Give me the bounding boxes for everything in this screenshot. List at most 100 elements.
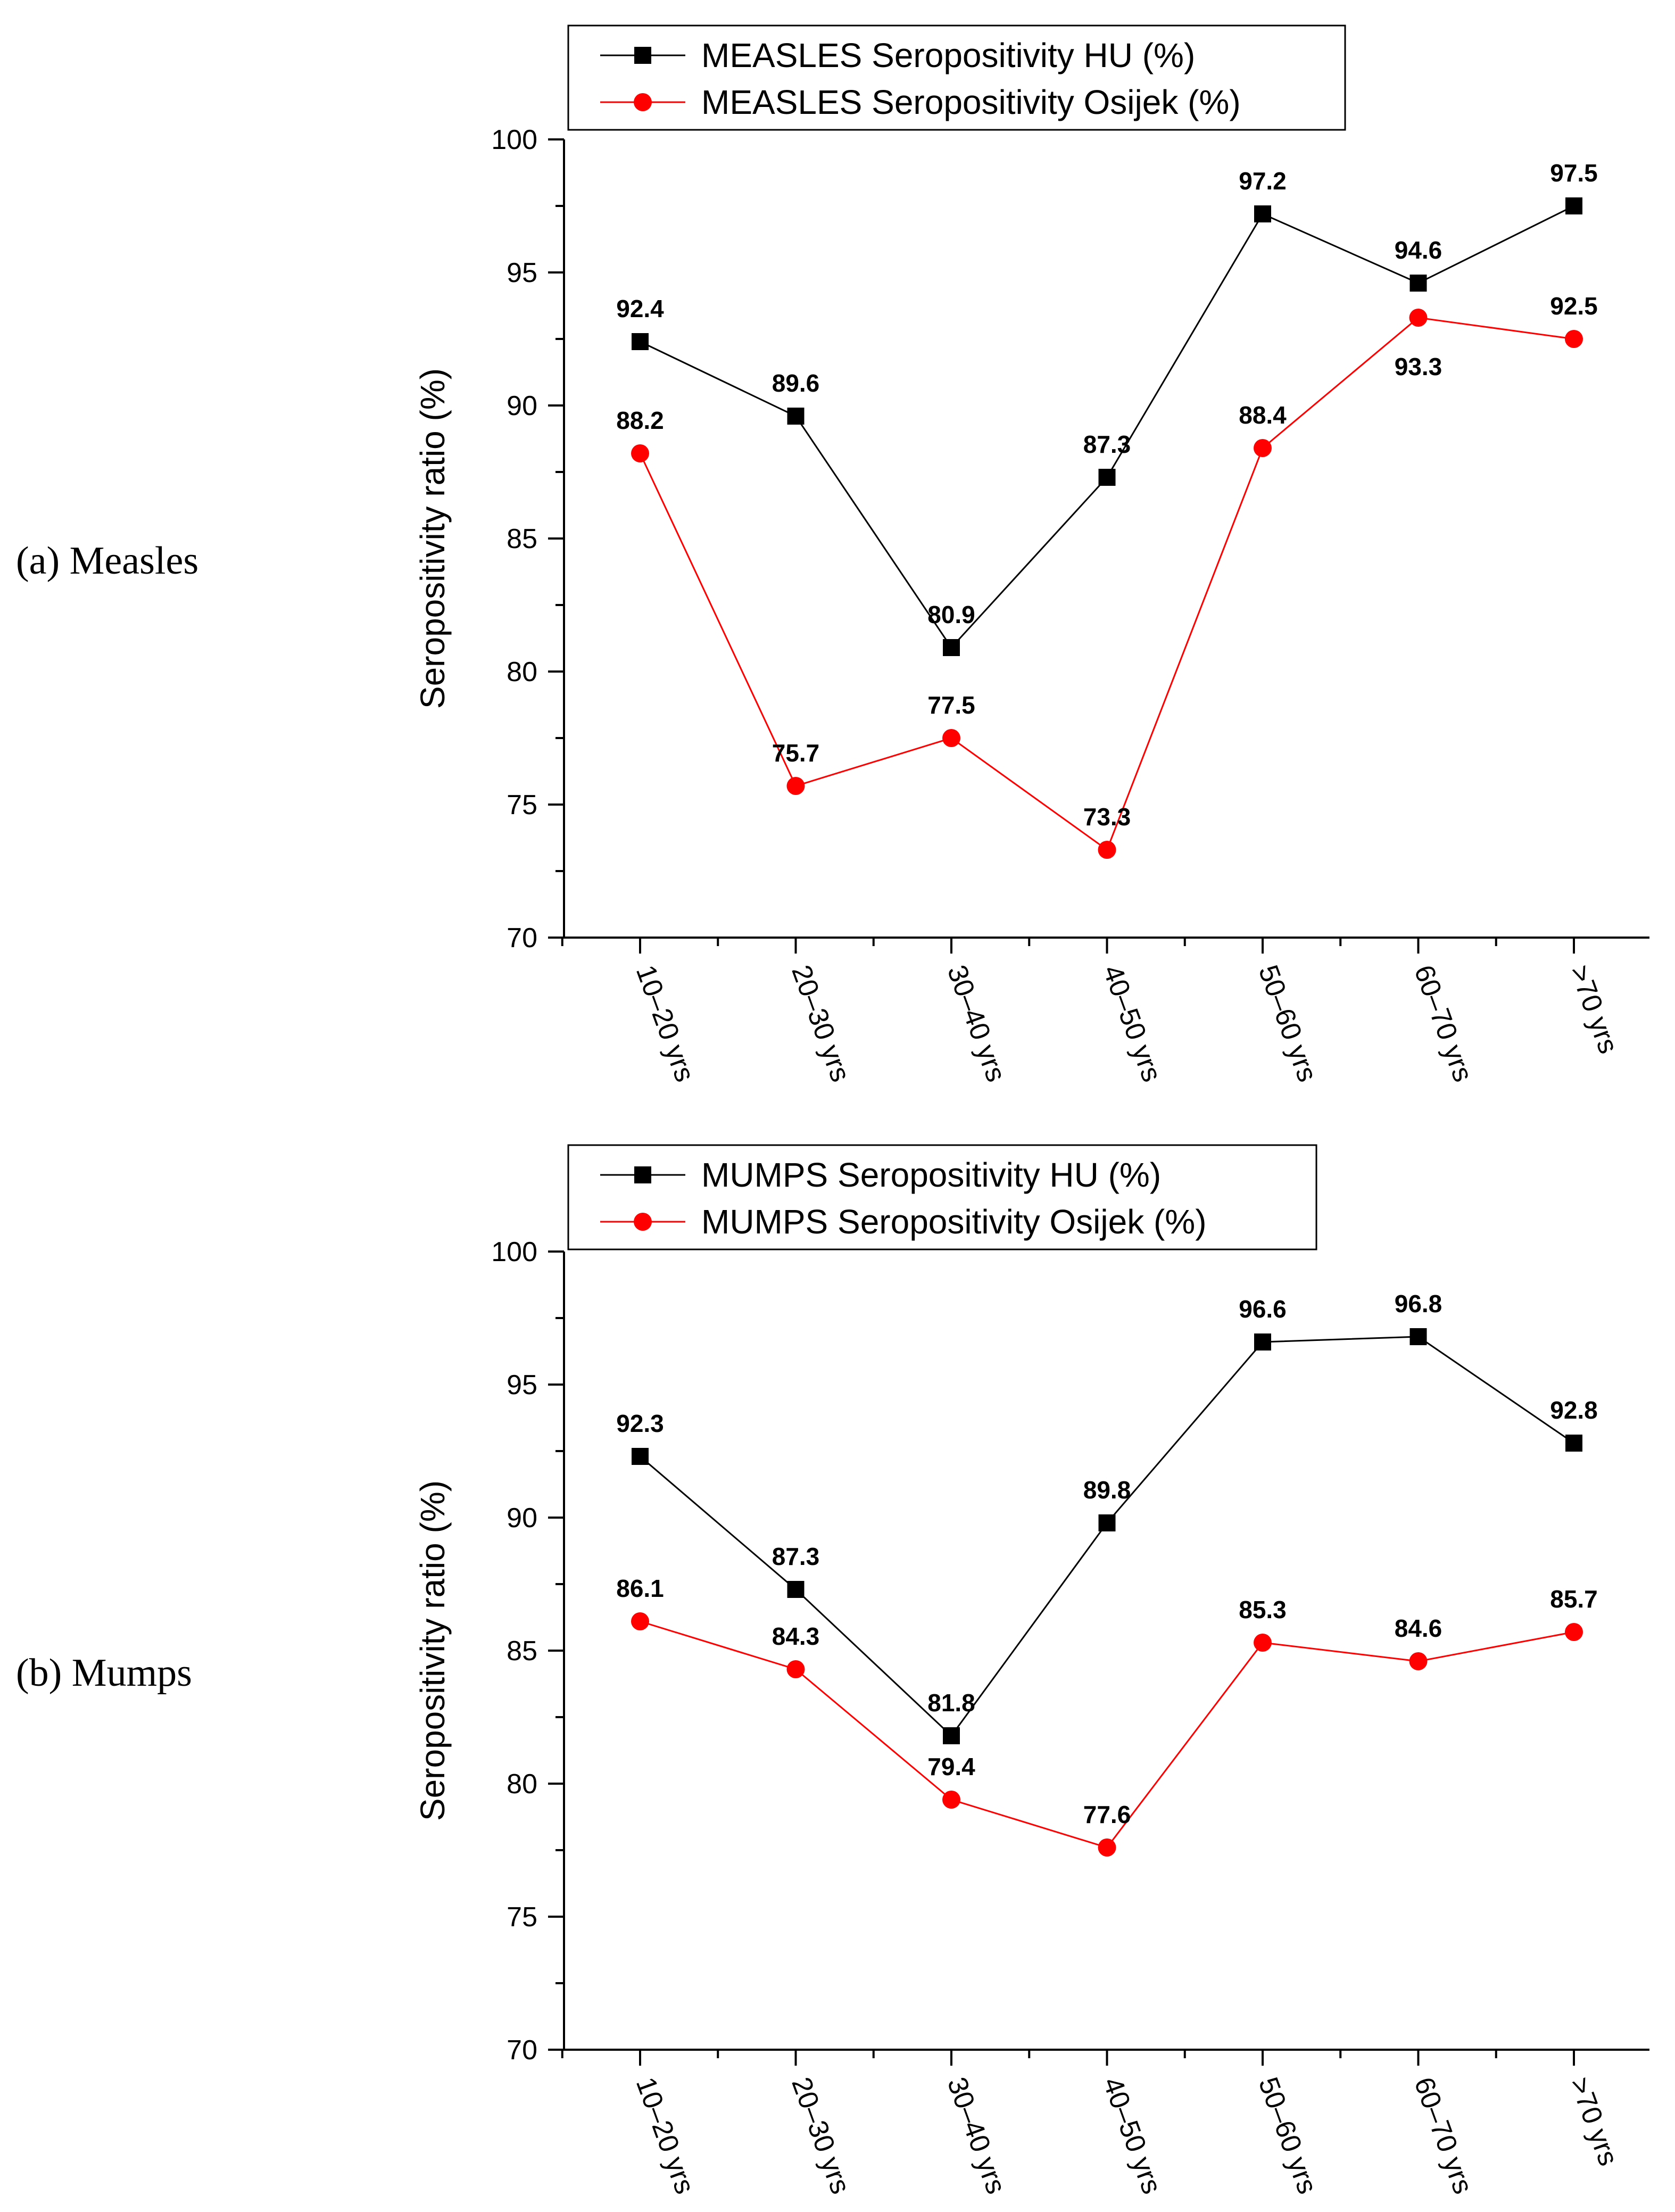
- data-label: 88.2: [616, 407, 664, 434]
- legend-entry: MUMPS Seropositivity Osijek (%): [701, 1203, 1207, 1241]
- data-point-circle: [1098, 1838, 1116, 1857]
- y-tick-label: 70: [507, 2035, 537, 2066]
- chart-panel-mumps: (b) Mumps 70 75 80 85 90 95 100 10–20 yrs 20–30 y…: [16, 1144, 1649, 2198]
- data-label: 93.3: [1395, 353, 1442, 380]
- data-label: 89.6: [772, 369, 820, 397]
- y-tick-label: 80: [507, 657, 537, 687]
- series-line: [639, 317, 1574, 851]
- panel-label: (a) Measles: [16, 539, 198, 583]
- legend-entry: MEASLES Seropositivity HU (%): [701, 36, 1195, 74]
- data-point-square: [1098, 469, 1116, 486]
- data-label: 92.4: [616, 295, 664, 322]
- data-label: 94.6: [1395, 236, 1442, 264]
- data-label: 96.6: [1239, 1295, 1287, 1323]
- y-tick-label: 90: [507, 1503, 537, 1534]
- x-tick-label: 30–40 yrs: [941, 2073, 1012, 2198]
- series-hu: 92.4 89.6 80.9 87.3 97.2 94.6 97.5: [616, 159, 1598, 656]
- data-label: 88.4: [1239, 401, 1287, 429]
- legend-box: [567, 24, 1346, 131]
- x-tick-label: >70 yrs: [1564, 961, 1624, 1057]
- data-label: 84.6: [1395, 1614, 1442, 1642]
- data-label: 92.5: [1550, 292, 1598, 320]
- y-tick-label: 80: [507, 1769, 537, 1800]
- data-point-circle: [942, 729, 960, 747]
- data-point-square: [1565, 1435, 1582, 1452]
- data-label: 80.9: [927, 601, 975, 628]
- y-tick-label: 70: [507, 923, 537, 954]
- legend-entry: MEASLES Seropositivity Osijek (%): [701, 83, 1241, 121]
- x-tick-label: 30–40 yrs: [941, 961, 1012, 1086]
- data-point-square: [787, 1581, 805, 1598]
- data-point-circle: [1254, 1634, 1272, 1652]
- data-label: 75.7: [772, 739, 820, 767]
- legend-marker-square: [634, 1166, 651, 1183]
- x-tick-label: 50–60 yrs: [1253, 961, 1323, 1086]
- data-label: 89.8: [1083, 1476, 1131, 1504]
- data-point-square: [1254, 205, 1271, 222]
- data-label: 97.2: [1239, 167, 1287, 195]
- data-label: 85.7: [1550, 1585, 1598, 1613]
- data-label: 86.1: [616, 1575, 664, 1602]
- x-tick-label: 40–50 yrs: [1097, 2073, 1167, 2198]
- data-point-circle: [1409, 309, 1428, 327]
- series-line: [640, 205, 1574, 649]
- data-label: 77.6: [1083, 1801, 1131, 1828]
- data-point-square: [632, 333, 649, 350]
- series-osijek: 88.2 75.7 77.5 73.3 88.4 93.3 92.5: [616, 292, 1598, 859]
- data-label: 81.8: [927, 1689, 975, 1717]
- data-label: 92.8: [1550, 1396, 1598, 1424]
- y-tick-label: 95: [507, 1370, 537, 1401]
- y-axis-title: Seropositivity ratio (%): [413, 1480, 452, 1821]
- data-label: 77.5: [927, 691, 975, 719]
- y-tick-label: 90: [507, 391, 537, 421]
- data-label: 79.4: [927, 1753, 975, 1780]
- x-tick-label: 10–20 yrs: [630, 961, 701, 1086]
- data-point-circle: [786, 1660, 805, 1678]
- x-tick-label: >70 yrs: [1564, 2073, 1624, 2169]
- legend-entry: MUMPS Seropositivity HU (%): [701, 1156, 1161, 1194]
- data-point-square: [943, 639, 960, 656]
- y-tick-label: 85: [507, 524, 537, 554]
- data-label: 96.8: [1395, 1290, 1442, 1318]
- legend-marker-circle: [634, 93, 652, 111]
- legend-box: [567, 1144, 1317, 1250]
- y-tick-label: 100: [491, 1237, 537, 1267]
- legend-marker-square: [634, 47, 651, 64]
- data-point-circle: [1098, 841, 1116, 859]
- y-tick-label: 75: [507, 790, 537, 821]
- data-point-circle: [942, 1791, 960, 1809]
- y-tick-label: 95: [507, 258, 537, 288]
- data-label: 92.3: [616, 1410, 664, 1437]
- data-point-square: [632, 1448, 649, 1465]
- x-tick-label: 20–30 yrs: [785, 961, 856, 1086]
- panel-label: (b) Mumps: [16, 1651, 192, 1695]
- series-hu: 92.3 87.3 81.8 89.8 96.6 96.8 92.8: [616, 1290, 1598, 1744]
- y-tick-label: 75: [507, 1902, 537, 1933]
- legend-marker-circle: [634, 1213, 652, 1231]
- x-tick-label: 10–20 yrs: [630, 2073, 701, 2198]
- data-point-square: [943, 1727, 960, 1744]
- data-point-circle: [631, 1612, 649, 1630]
- x-tick-label: 60–70 yrs: [1408, 961, 1479, 1086]
- data-point-square: [1254, 1333, 1271, 1351]
- data-point-square: [1409, 275, 1427, 292]
- data-point-circle: [1565, 330, 1583, 348]
- data-point-square: [1409, 1328, 1427, 1345]
- x-tick-label: 20–30 yrs: [785, 2073, 856, 2198]
- data-point-square: [787, 408, 805, 425]
- data-point-square: [1565, 197, 1582, 214]
- x-tick-label: 50–60 yrs: [1253, 2073, 1323, 2198]
- x-tick-label: 60–70 yrs: [1408, 2073, 1479, 2198]
- data-point-circle: [1409, 1652, 1428, 1670]
- data-point-circle: [631, 444, 649, 462]
- y-tick-label: 85: [507, 1636, 537, 1667]
- chart-panel-measles: (a) Measles 70 75 80 85 90 95 100 10–20 yrs 20–30…: [16, 24, 1649, 1086]
- data-point-circle: [786, 777, 805, 795]
- data-point-circle: [1254, 439, 1272, 457]
- y-axis-title: Seropositivity ratio (%): [413, 368, 452, 709]
- y-tick-label: 100: [491, 125, 537, 155]
- series-osijek: 86.1 84.3 79.4 77.6 85.3 84.6 85.7: [616, 1575, 1598, 1857]
- data-point-circle: [1565, 1623, 1583, 1641]
- data-label: 97.5: [1550, 159, 1598, 187]
